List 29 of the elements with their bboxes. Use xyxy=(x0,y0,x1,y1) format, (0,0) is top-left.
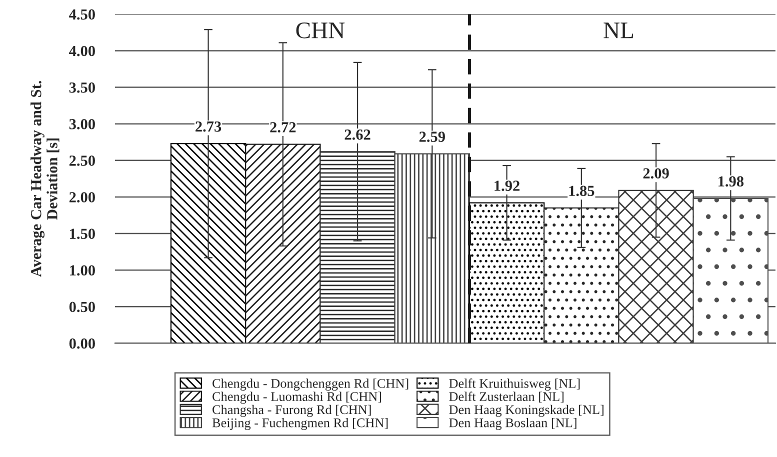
legend-label: Beijing - Fuchengmen Rd [CHN] xyxy=(212,418,388,430)
legend-label: Den Haag Koningskade [NL] xyxy=(449,404,604,417)
y-tick-label: 3.00 xyxy=(69,118,95,130)
data-label: 2.73 xyxy=(196,121,222,132)
legend-label: Den Haag Boslaan [NL] xyxy=(449,418,576,430)
y-tick-label: 2.00 xyxy=(69,192,95,202)
legend-label: Chengdu - Dongchenggen Rd [CHN] xyxy=(212,378,408,391)
y-tick-label: 4.00 xyxy=(69,46,95,56)
data-label: 2.72 xyxy=(270,122,296,133)
y-tick-label: 1.00 xyxy=(70,265,95,276)
data-label: 1.98 xyxy=(718,176,744,187)
annotation: NL xyxy=(604,22,634,38)
data-label: 1.92 xyxy=(494,180,520,192)
y-tick-label: 4.50 xyxy=(69,9,95,20)
y-tick-label: 3.50 xyxy=(69,82,95,93)
annotation: CHN xyxy=(296,22,345,38)
legend-label: Delft Kruithuisweg [NL] xyxy=(449,378,580,391)
y-axis-title: Average Car Headway and St. Deviation [s] xyxy=(30,80,60,277)
data-label: 2.59 xyxy=(419,132,445,142)
data-label: 1.85 xyxy=(569,186,594,196)
data-label: 2.62 xyxy=(344,129,370,140)
y-tick-label: 2.50 xyxy=(69,156,95,166)
y-tick-label: 1.50 xyxy=(70,228,95,240)
y-tick-label: 0.50 xyxy=(69,302,95,312)
y-tick-label: 0.00 xyxy=(69,338,95,349)
data-label: 2.09 xyxy=(643,168,669,179)
legend-label: Delft Zusterlaan [NL] xyxy=(449,392,564,403)
legend-label: Changsha - Furong Rd [CHN] xyxy=(212,404,371,417)
legend-label: Chengdu - Luomashi Rd [CHN] xyxy=(212,392,382,404)
